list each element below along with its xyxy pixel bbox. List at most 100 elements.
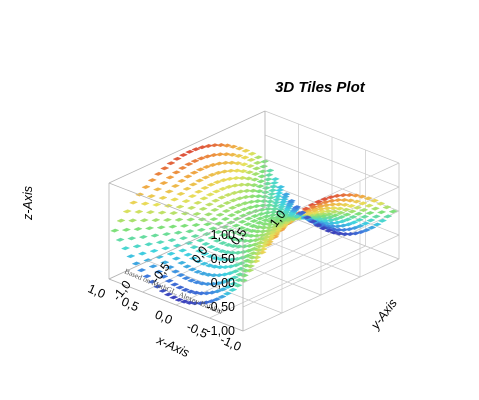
surface-tile (359, 208, 369, 213)
surface-tile (313, 199, 323, 204)
surface-tile (253, 194, 264, 199)
surface-tile (388, 209, 398, 214)
surface-tile (175, 204, 185, 209)
surface-tile (197, 281, 207, 286)
surface-tile (190, 234, 200, 239)
surface-tile (208, 226, 218, 231)
surface-tile (216, 257, 226, 262)
surface-tile (254, 244, 265, 249)
chart-title: 3D Tiles Plot (275, 79, 366, 96)
surface-tile (233, 283, 243, 288)
surface-tile (221, 257, 232, 262)
surface-tile (242, 227, 252, 232)
surface-tile (184, 162, 194, 167)
surface-tile (268, 188, 278, 193)
surface-tile (175, 285, 185, 290)
surface-tile (333, 224, 343, 229)
surface-tile (212, 297, 222, 302)
surface-tile (161, 232, 172, 237)
surface-tile (196, 291, 207, 296)
surface-tile (310, 208, 320, 213)
surface-tile (222, 200, 232, 205)
surface-tile (340, 202, 350, 207)
surface-tile (236, 226, 247, 230)
surface-tile (335, 206, 345, 211)
surface-tile (265, 222, 275, 227)
surface-tile (270, 222, 281, 227)
surface-tile (259, 199, 269, 204)
bounding-box-front (108, 110, 266, 332)
surface-tile (347, 209, 357, 214)
surface-tile (260, 218, 271, 223)
surface-tile (227, 257, 237, 262)
surface-tile (352, 205, 363, 210)
surface-tile (235, 272, 245, 277)
surface-tile (246, 233, 256, 238)
z-tick-label: 0,50 (211, 252, 235, 266)
surface-tile (304, 211, 314, 216)
surface-tile (318, 226, 329, 231)
surface-tile (116, 218, 126, 223)
surface-tile (264, 172, 274, 177)
surface-tile (200, 185, 210, 190)
surface-tile (364, 203, 374, 208)
surface-tile (220, 265, 231, 270)
surface-tile (134, 209, 144, 214)
surface-tile (340, 232, 350, 237)
surface-tile (221, 152, 231, 157)
surface-tile (177, 165, 188, 170)
surface-tile (194, 178, 205, 183)
surface-tile (308, 204, 318, 209)
surface-tile (370, 206, 380, 211)
surface-tile (281, 192, 291, 197)
surface-tile (110, 228, 120, 233)
surface-tile (313, 223, 323, 228)
surface-tile (196, 227, 206, 232)
surface-tile (228, 244, 239, 248)
surface-tile (214, 221, 224, 226)
surface-tile (248, 188, 258, 193)
surface-tile (185, 300, 195, 305)
z-tick-label: -1,00 (207, 324, 236, 338)
surface-tile (191, 147, 201, 152)
surface-tile (249, 183, 259, 188)
surface-tile (164, 278, 174, 283)
surface-tile (172, 243, 182, 248)
surface-tile (181, 276, 191, 281)
tick-labels: -1,0-1,0-1,00-0,5-0,5-0,500,00,00,000,50… (86, 207, 289, 354)
surface-tile (245, 238, 256, 243)
surface-tile (256, 179, 266, 184)
surface-tile (265, 199, 275, 204)
surface-tile (376, 210, 387, 215)
surface-tile (244, 216, 254, 221)
surface-tile (189, 170, 199, 175)
surface-tile (194, 259, 204, 264)
surface-tile (252, 233, 262, 238)
surface-tile (146, 194, 156, 199)
surface-tile (259, 225, 269, 230)
surface-tile (196, 156, 206, 161)
surface-tile (202, 164, 212, 169)
surface-tile (153, 171, 164, 176)
surface-tile (228, 281, 239, 286)
surface-tile (187, 194, 198, 199)
surface-tile (169, 295, 179, 300)
surface-tile (354, 217, 364, 222)
surface-tile (205, 254, 215, 259)
surface-tile (344, 193, 355, 197)
surface-tile (267, 216, 277, 221)
surface-tile (188, 182, 198, 187)
surface-tile (267, 192, 277, 197)
surface-tile (235, 196, 245, 201)
surface-tile (349, 220, 359, 225)
z-tick-label: 0,00 (211, 276, 235, 290)
surface-tile (121, 227, 132, 232)
surface-tile (202, 291, 212, 296)
surface-tile (127, 236, 137, 241)
surface-tile (235, 238, 245, 243)
surface-tile (272, 197, 282, 202)
surface-tile (252, 229, 263, 234)
surface-tile (210, 264, 220, 269)
surface-tile (232, 168, 242, 173)
